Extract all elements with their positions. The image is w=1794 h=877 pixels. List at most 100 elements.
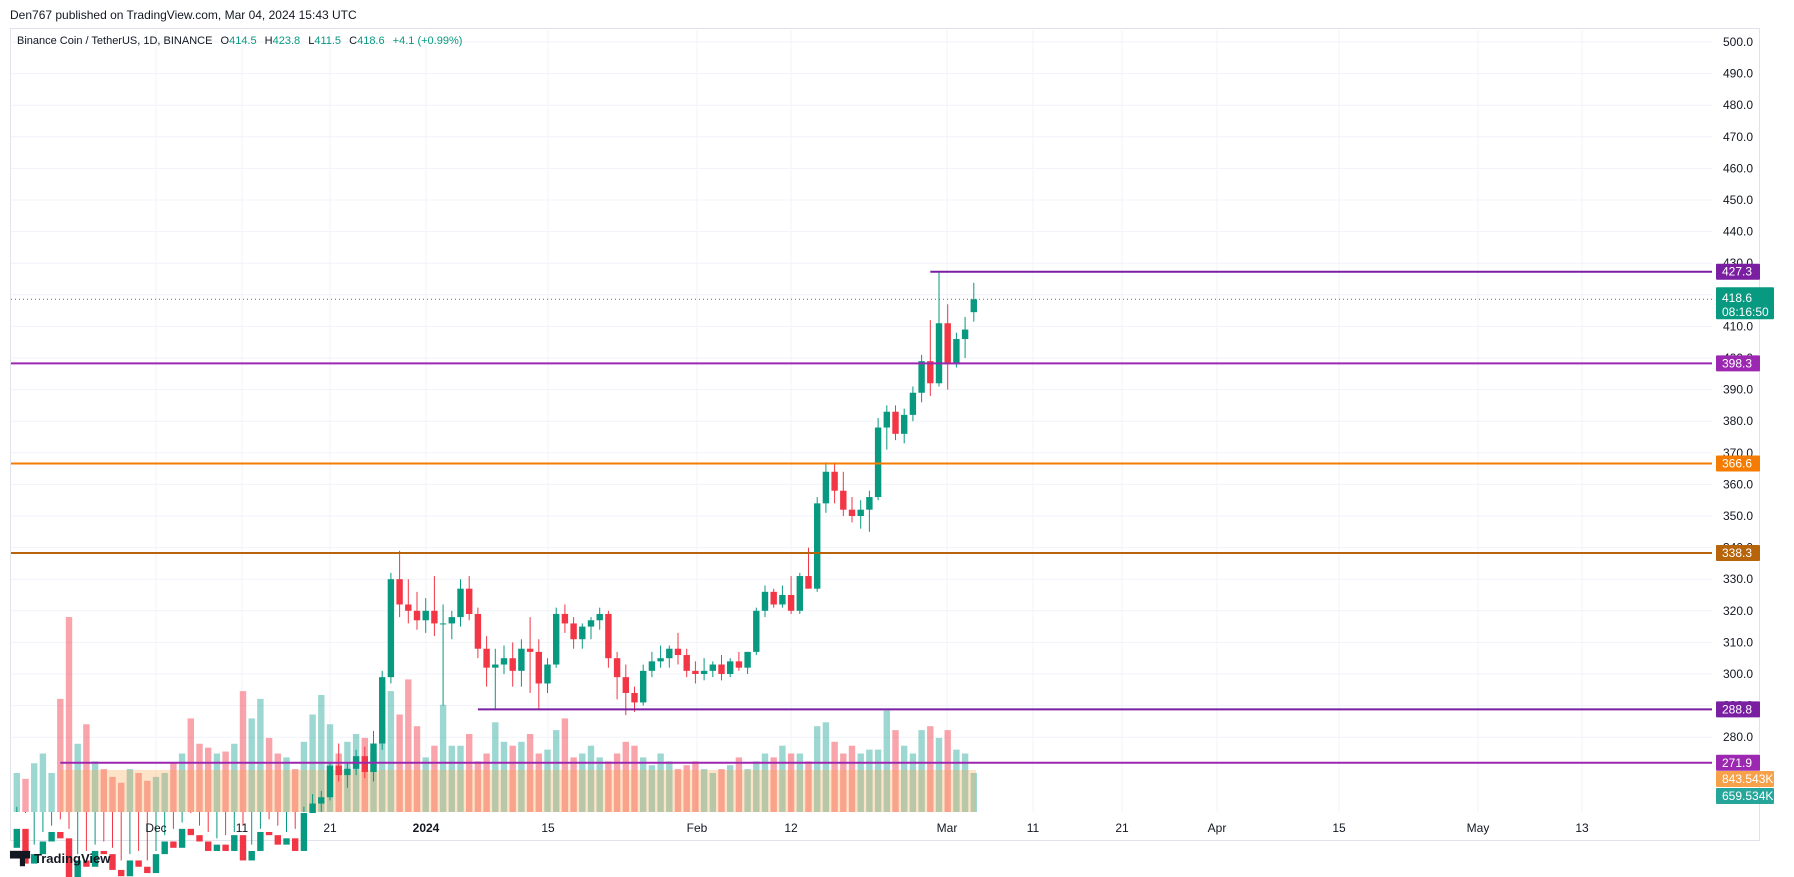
high-value: 423.8 xyxy=(272,35,301,47)
candle-body xyxy=(674,648,682,656)
candle-body xyxy=(961,329,969,340)
close-label: C xyxy=(349,35,358,47)
candle-body xyxy=(901,414,908,434)
candle-body xyxy=(248,850,255,861)
volume-bar xyxy=(405,679,412,812)
candle-body xyxy=(474,613,482,649)
volume-bar xyxy=(135,773,142,812)
level-tag-bg xyxy=(1716,544,1760,561)
candle-body xyxy=(379,677,386,744)
x-tick-label: 21 xyxy=(1115,821,1129,835)
candle-body xyxy=(953,339,960,365)
y-tick-label: 390.0 xyxy=(1723,383,1753,397)
volume-bar xyxy=(48,773,55,812)
y-tick-label: 490.0 xyxy=(1723,67,1753,81)
symbol-legend: Binance Coin / TetherUS, 1D, BINANCE O41… xyxy=(17,35,462,47)
published-by: Den767 published on TradingView.com, Mar… xyxy=(10,8,357,22)
volume-bar xyxy=(109,776,116,812)
volume-bar xyxy=(822,722,830,812)
candle-body xyxy=(274,835,281,845)
x-tick-label: Dec xyxy=(145,821,166,835)
volume-bar xyxy=(587,745,595,812)
volume-bar xyxy=(31,763,38,812)
candle-body xyxy=(492,664,499,668)
volume-bar xyxy=(518,741,525,812)
volume-bar xyxy=(126,769,134,812)
volume-bar xyxy=(848,745,856,812)
volume-bar xyxy=(857,753,864,812)
candle-body xyxy=(213,844,221,851)
volume-bar xyxy=(666,761,673,812)
volume-bar xyxy=(239,691,247,812)
candle-body xyxy=(231,835,238,851)
candle-body xyxy=(413,610,421,621)
candle-body xyxy=(422,610,429,621)
candle-body xyxy=(735,661,743,668)
candle-body xyxy=(370,743,377,772)
candle-body xyxy=(518,648,525,671)
candle-body xyxy=(309,803,316,814)
candle-body xyxy=(13,828,20,848)
volume-tag-bg xyxy=(1716,771,1774,787)
candle-body xyxy=(65,838,73,877)
candle-body xyxy=(39,841,47,855)
candle-body xyxy=(648,661,656,671)
volume-bar xyxy=(892,730,899,812)
candle-body xyxy=(700,670,708,674)
volume-bar xyxy=(779,745,786,812)
price-axis: 500.0490.0480.0470.0460.0450.0440.0430.0… xyxy=(1723,35,1753,744)
volume-bar xyxy=(700,769,708,812)
volume-bar xyxy=(387,691,395,812)
level-tag-bg xyxy=(1716,455,1760,472)
volume-bar xyxy=(65,617,73,812)
volume-bar xyxy=(631,745,638,812)
y-tick-label: 280.0 xyxy=(1723,730,1753,744)
candle-body xyxy=(300,813,308,851)
candle-body xyxy=(205,841,212,851)
volume-bars xyxy=(13,617,977,812)
candle-body xyxy=(787,595,795,611)
candle-body xyxy=(779,595,786,605)
volume-bar xyxy=(553,730,560,812)
volume-bar xyxy=(796,753,803,812)
volume-bar xyxy=(222,751,229,812)
candle-series xyxy=(13,272,977,877)
tradingview-logo[interactable]: ▀▛ TradingView xyxy=(10,851,110,867)
candle-body xyxy=(561,613,569,624)
grid-lines xyxy=(11,30,1712,812)
volume-bar xyxy=(953,749,960,812)
candle-body xyxy=(152,854,160,874)
volume-bar xyxy=(935,737,943,812)
y-tick-label: 450.0 xyxy=(1723,193,1753,207)
level-tag-bg xyxy=(1716,355,1760,372)
x-tick-label: 11 xyxy=(236,821,249,835)
volume-bar xyxy=(152,776,160,812)
candle-body xyxy=(22,828,29,864)
volume-bar xyxy=(657,753,664,812)
volume-bar xyxy=(613,753,621,812)
y-tick-label: 320.0 xyxy=(1723,604,1753,618)
candle-body xyxy=(318,797,325,804)
volume-bar xyxy=(596,757,603,812)
candle-body xyxy=(640,670,647,703)
volume-bar xyxy=(909,753,917,812)
candle-body xyxy=(83,860,90,867)
volume-bar xyxy=(413,726,421,812)
volume-bar xyxy=(178,753,186,812)
volume-bar xyxy=(483,753,490,812)
candle-body xyxy=(570,623,577,640)
volume-bar xyxy=(683,765,690,812)
tv-logo-icon: ▀▛ xyxy=(10,852,30,867)
candle-body xyxy=(753,610,760,652)
volume-bar xyxy=(318,695,325,812)
volume-bar xyxy=(648,765,656,812)
candle-body xyxy=(526,648,534,652)
volume-bar xyxy=(805,761,812,812)
candle-body xyxy=(970,299,977,313)
volume-bar xyxy=(274,753,281,812)
level-tag: 427.3 xyxy=(1722,265,1752,279)
volume-bar xyxy=(205,747,212,812)
price-tag-countdown: 08:16:50 xyxy=(1722,305,1769,319)
candle-body xyxy=(605,613,612,659)
